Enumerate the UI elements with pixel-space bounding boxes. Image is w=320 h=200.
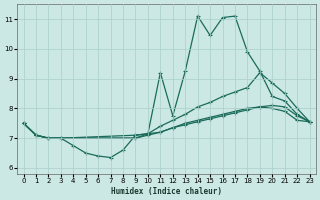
X-axis label: Humidex (Indice chaleur): Humidex (Indice chaleur)	[111, 187, 222, 196]
